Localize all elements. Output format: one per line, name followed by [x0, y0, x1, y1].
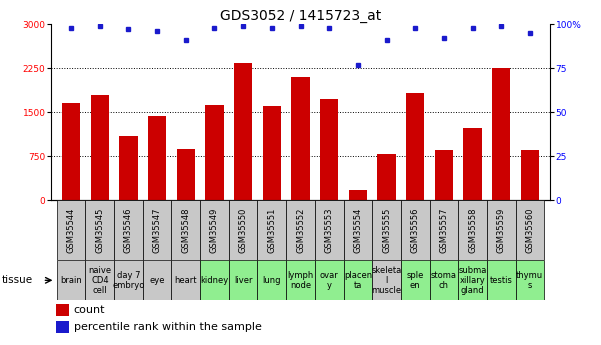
Bar	[56, 304, 69, 316]
Text: GSM35556: GSM35556	[410, 208, 419, 253]
Bar	[85, 200, 114, 260]
Text: GSM35559: GSM35559	[496, 208, 505, 253]
Text: tissue: tissue	[1, 275, 32, 285]
Text: lymph
node: lymph node	[287, 271, 314, 290]
Bar	[377, 154, 396, 200]
Text: naive
CD4
cell: naive CD4 cell	[88, 266, 111, 295]
Text: skeleta
l
muscle: skeleta l muscle	[371, 266, 401, 295]
Text: placen
ta: placen ta	[344, 271, 372, 290]
Text: GSM35551: GSM35551	[267, 208, 276, 253]
Bar	[406, 93, 424, 200]
Bar	[263, 106, 281, 200]
Bar	[372, 200, 401, 260]
Bar	[62, 104, 81, 200]
Bar	[291, 77, 310, 200]
Text: subma
xillary
gland: subma xillary gland	[459, 266, 487, 295]
Bar	[171, 260, 200, 300]
Bar	[57, 260, 85, 300]
Text: GSM35553: GSM35553	[325, 208, 334, 253]
Text: brain: brain	[60, 276, 82, 285]
Bar	[372, 260, 401, 300]
Bar	[458, 200, 487, 260]
Text: eye: eye	[150, 276, 165, 285]
Bar	[119, 136, 138, 200]
Bar	[463, 128, 482, 200]
Bar	[520, 150, 539, 200]
Text: GSM35552: GSM35552	[296, 208, 305, 253]
Text: GSM35549: GSM35549	[210, 208, 219, 253]
Bar	[401, 260, 430, 300]
Bar	[286, 200, 315, 260]
Text: GSM35558: GSM35558	[468, 208, 477, 253]
Bar	[229, 260, 257, 300]
Text: count: count	[73, 305, 105, 315]
Bar	[458, 260, 487, 300]
Bar	[516, 260, 544, 300]
Bar	[315, 260, 344, 300]
Text: GSM35544: GSM35544	[67, 208, 76, 253]
Text: GSM35546: GSM35546	[124, 208, 133, 253]
Text: GSM35554: GSM35554	[353, 208, 362, 253]
Bar	[57, 200, 85, 260]
Bar	[143, 260, 171, 300]
Text: GSM35550: GSM35550	[239, 208, 248, 253]
Bar	[114, 200, 143, 260]
Bar	[492, 68, 510, 200]
Bar	[234, 63, 252, 200]
Bar	[171, 200, 200, 260]
Title: GDS3052 / 1415723_at: GDS3052 / 1415723_at	[220, 9, 381, 23]
Bar	[430, 260, 458, 300]
Bar	[200, 200, 229, 260]
Text: lung: lung	[263, 276, 281, 285]
Text: GSM35560: GSM35560	[525, 208, 534, 253]
Bar	[85, 260, 114, 300]
Bar	[487, 200, 516, 260]
Bar	[143, 200, 171, 260]
Bar	[516, 200, 544, 260]
Text: kidney: kidney	[200, 276, 228, 285]
Bar	[91, 95, 109, 200]
Text: GSM35547: GSM35547	[153, 208, 162, 253]
Bar	[487, 260, 516, 300]
Bar	[177, 149, 195, 200]
Text: heart: heart	[174, 276, 197, 285]
Bar	[56, 321, 69, 333]
Bar	[435, 150, 453, 200]
Text: GSM35557: GSM35557	[439, 208, 448, 253]
Text: GSM35545: GSM35545	[96, 208, 105, 253]
Bar	[344, 200, 372, 260]
Bar	[430, 200, 458, 260]
Bar	[320, 99, 338, 200]
Text: thymu
s: thymu s	[516, 271, 543, 290]
Text: day 7
embryо: day 7 embryо	[112, 271, 145, 290]
Bar	[315, 200, 344, 260]
Text: sple
en: sple en	[406, 271, 424, 290]
Bar	[257, 260, 286, 300]
Text: testis: testis	[490, 276, 513, 285]
Bar	[349, 190, 367, 200]
Text: GSM35548: GSM35548	[182, 208, 191, 253]
Bar	[229, 200, 257, 260]
Bar	[205, 105, 224, 200]
Text: liver: liver	[234, 276, 252, 285]
Bar	[114, 260, 143, 300]
Text: ovar
y: ovar y	[320, 271, 338, 290]
Bar	[148, 116, 166, 200]
Bar	[401, 200, 430, 260]
Bar	[257, 200, 286, 260]
Bar	[344, 260, 372, 300]
Bar	[200, 260, 229, 300]
Text: stoma
ch: stoma ch	[431, 271, 457, 290]
Bar	[286, 260, 315, 300]
Text: percentile rank within the sample: percentile rank within the sample	[73, 322, 261, 332]
Text: GSM35555: GSM35555	[382, 208, 391, 253]
